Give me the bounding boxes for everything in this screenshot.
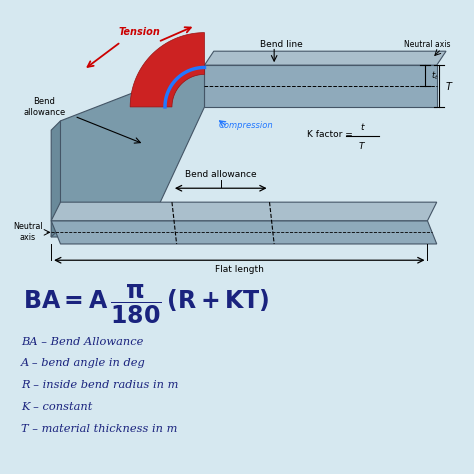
- Text: Bend line: Bend line: [260, 40, 303, 49]
- Polygon shape: [51, 121, 61, 237]
- Text: $T$: $T$: [445, 80, 454, 92]
- Text: Bend
allowance: Bend allowance: [23, 97, 65, 117]
- Text: K – constant: K – constant: [21, 402, 92, 412]
- Text: $T$: $T$: [358, 140, 366, 151]
- Text: BA – Bend Allowance: BA – Bend Allowance: [21, 337, 143, 346]
- Text: $t$: $t$: [359, 121, 365, 133]
- Text: T – material thickness in m: T – material thickness in m: [21, 424, 177, 434]
- Text: Neutral axis: Neutral axis: [404, 40, 451, 49]
- Text: $t_t$: $t_t$: [431, 69, 439, 82]
- Text: Bend allowance: Bend allowance: [185, 170, 256, 179]
- Text: Compression: Compression: [219, 121, 273, 130]
- Polygon shape: [51, 65, 204, 237]
- Polygon shape: [51, 221, 437, 244]
- Polygon shape: [204, 65, 437, 107]
- Text: R – inside bend radius in m: R – inside bend radius in m: [21, 380, 178, 390]
- Text: Neutral
axis: Neutral axis: [13, 222, 43, 242]
- Text: A – bend angle in deg: A – bend angle in deg: [21, 358, 146, 368]
- Text: Flat length: Flat length: [215, 265, 264, 274]
- Text: Tension: Tension: [118, 27, 160, 37]
- Polygon shape: [51, 202, 437, 221]
- Text: K factor =: K factor =: [307, 130, 356, 139]
- Text: $\mathbf{BA = A\,\dfrac{\pi}{180}\,(R + KT)}$: $\mathbf{BA = A\,\dfrac{\pi}{180}\,(R + …: [23, 283, 270, 326]
- Polygon shape: [130, 33, 204, 107]
- Polygon shape: [204, 51, 446, 65]
